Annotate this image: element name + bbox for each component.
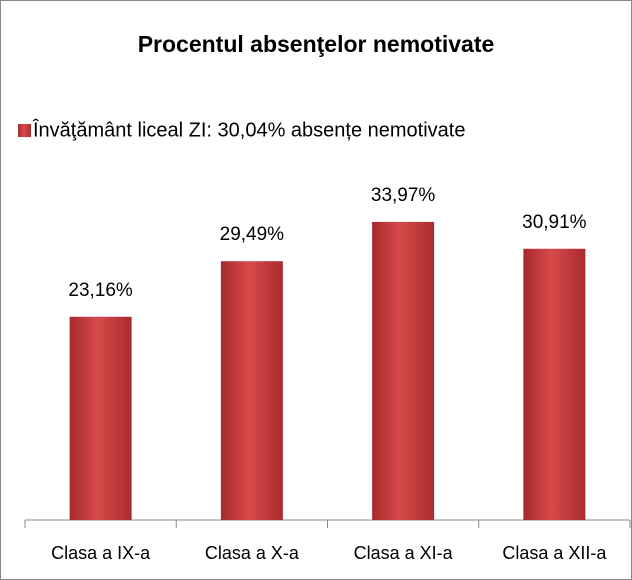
bar — [372, 221, 435, 520]
x-tick-label: Clasa a XI-a — [354, 543, 454, 563]
value-label: 23,16% — [68, 280, 133, 301]
bar — [220, 261, 283, 520]
bar — [69, 316, 132, 520]
x-tick-label: Clasa a XII-a — [502, 543, 607, 563]
value-label: 29,49% — [220, 224, 285, 245]
value-label: 30,91% — [522, 212, 587, 233]
bar — [523, 248, 586, 520]
x-tick-label: Clasa a IX-a — [51, 543, 151, 563]
value-label: 33,97% — [371, 185, 436, 206]
legend-label: Învăţământ liceal ZI: 30,04% absențe nem… — [32, 118, 465, 141]
x-tick-label: Clasa a X-a — [205, 543, 300, 563]
chart-title: Procentul absenţelor nemotivate — [138, 31, 495, 57]
legend-swatch — [18, 124, 31, 137]
